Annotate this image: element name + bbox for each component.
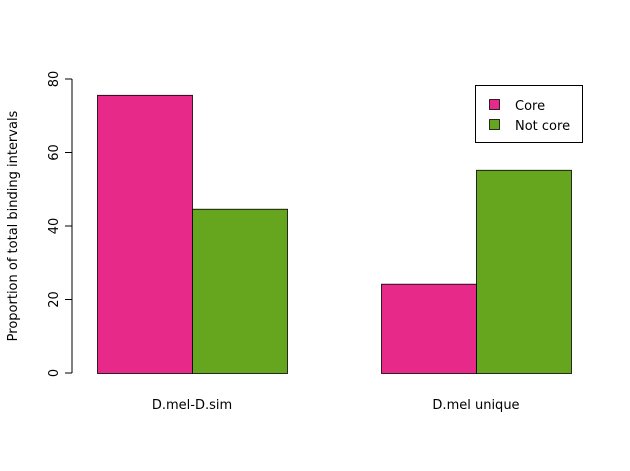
bar-core-0 bbox=[97, 94, 193, 374]
bars bbox=[97, 94, 572, 374]
legend-swatch bbox=[489, 119, 500, 130]
bar-core-1 bbox=[381, 283, 477, 374]
category-label: D.mel unique bbox=[432, 398, 519, 413]
bar-not-core-1 bbox=[476, 169, 572, 374]
y-axis: 0 20 40 60 80 bbox=[47, 71, 73, 377]
y-axis-title: Proportion of total binding intervals bbox=[6, 110, 21, 341]
bar-not-core-0 bbox=[192, 208, 288, 374]
legend-swatch bbox=[489, 99, 500, 110]
legend-label: Not core bbox=[515, 119, 570, 134]
y-tick-label: 40 bbox=[47, 218, 62, 235]
y-tick-label: 0 bbox=[47, 369, 62, 377]
category-label: D.mel-D.sim bbox=[152, 398, 232, 413]
y-tick-label: 80 bbox=[47, 71, 62, 88]
legend-label: Core bbox=[515, 99, 545, 114]
legend-box bbox=[475, 85, 583, 143]
y-tick-label: 20 bbox=[47, 291, 62, 308]
y-tick-label: 60 bbox=[47, 144, 62, 161]
legend: Core Not core bbox=[475, 85, 583, 143]
category-labels: D.mel-D.sim D.mel unique bbox=[152, 398, 520, 413]
